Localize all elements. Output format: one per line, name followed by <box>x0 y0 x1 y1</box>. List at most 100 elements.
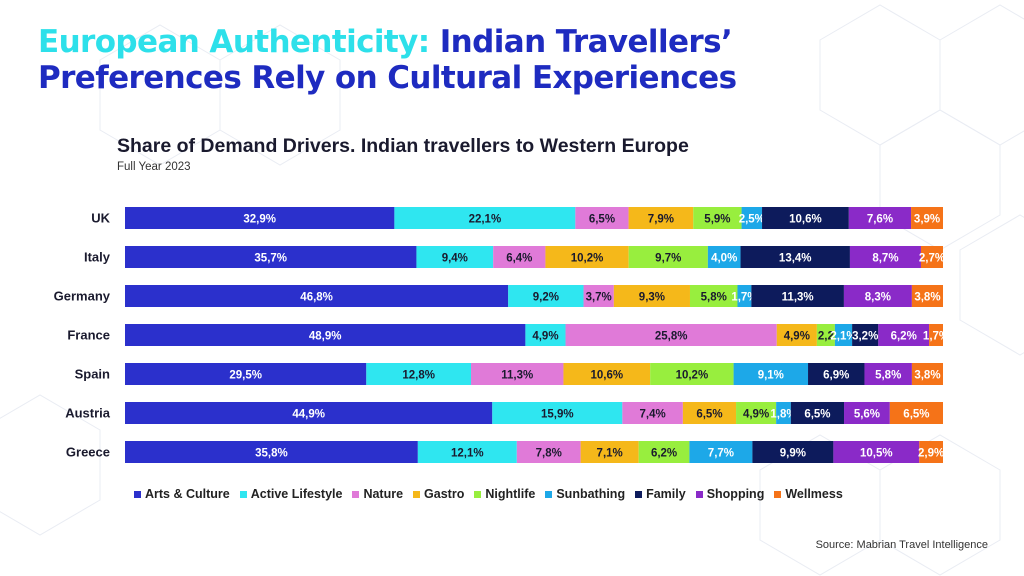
data-label-france-nature: 25,8% <box>655 331 688 343</box>
bar-italy-gastro <box>545 246 629 268</box>
data-label-spain-active-lifestyle: 12,8% <box>402 370 435 382</box>
bar-uk-nightlife <box>693 207 742 229</box>
data-label-italy-sunbathing: 4,0% <box>711 253 737 265</box>
data-label-austria-gastro: 6,5% <box>696 409 722 421</box>
legend-label-gastro: Gastro <box>424 487 465 501</box>
bar-spain-nature <box>471 363 564 385</box>
bar-uk-wellmess <box>911 207 943 229</box>
data-label-germany-nature: 3,7% <box>586 292 612 304</box>
data-label-austria-shopping: 5,6% <box>854 409 880 421</box>
bar-italy-nature <box>493 246 546 268</box>
headline: European Authenticity: Indian Travellers… <box>38 24 737 96</box>
data-label-italy-nightlife: 9,7% <box>655 253 681 265</box>
legend-swatch-arts-culture <box>134 490 141 498</box>
data-label-spain-sunbathing: 9,1% <box>758 370 784 382</box>
source-note: Source: Mabrian Travel Intelligence <box>815 539 988 551</box>
legend-item-nightlife: Nightlife <box>474 487 535 501</box>
bar-uk-active-lifestyle <box>394 207 576 229</box>
data-label-germany-nightlife: 5,8% <box>701 292 727 304</box>
bar-greece-nature <box>516 441 581 463</box>
legend-item-sunbathing: Sunbathing <box>545 487 625 501</box>
bar-spain-active-lifestyle <box>366 363 472 385</box>
bar-italy-arts-culture <box>125 246 417 268</box>
bar-france-family <box>852 324 879 346</box>
legend-swatch-gastro <box>413 490 421 498</box>
legend-label-shopping: Shopping <box>706 487 765 501</box>
bar-spain-gastro <box>563 363 651 385</box>
data-label-spain-gastro: 10,6% <box>590 370 623 382</box>
data-label-spain-wellmess: 3,8% <box>914 370 940 382</box>
bar-germany-shopping <box>843 285 912 307</box>
category-label-uk: UK <box>91 211 110 226</box>
bar-austria-shopping <box>844 402 890 424</box>
bar-germany-family <box>751 285 844 307</box>
bar-austria-sunbathing <box>776 402 791 424</box>
legend-swatch-active-lifestyle <box>239 490 247 498</box>
data-label-france-family: 3,2% <box>852 331 878 343</box>
data-label-italy-gastro: 10,2% <box>571 253 604 265</box>
chart-title: Share of Demand Drivers. Indian travelle… <box>117 135 689 157</box>
category-label-france: France <box>67 328 110 343</box>
bar-france-nightlife <box>816 324 835 346</box>
bar-greece-active-lifestyle <box>417 441 517 463</box>
data-label-uk-shopping: 7,6% <box>867 214 893 226</box>
category-label-italy: Italy <box>84 250 111 265</box>
legend-item-gastro: Gastro <box>413 487 464 501</box>
bar-germany-gastro <box>613 285 690 307</box>
bar-greece-nightlife <box>638 441 690 463</box>
data-label-greece-sunbathing: 7,7% <box>708 448 734 460</box>
data-label-germany-gastro: 9,3% <box>639 292 665 304</box>
bar-greece-sunbathing <box>689 441 753 463</box>
bar-germany-active-lifestyle <box>508 285 584 307</box>
legend-swatch-nightlife <box>474 490 482 498</box>
bar-france-nature <box>565 324 777 346</box>
category-label-spain: Spain <box>75 367 110 382</box>
bar-uk-family <box>762 207 849 229</box>
legend-swatch-sunbathing <box>545 490 553 498</box>
data-label-germany-active-lifestyle: 9,2% <box>533 292 559 304</box>
bar-italy-family <box>740 246 850 268</box>
legend-label-sunbathing: Sunbathing <box>556 487 626 501</box>
bar-austria-nightlife <box>736 402 777 424</box>
data-label-austria-active-lifestyle: 15,9% <box>541 409 574 421</box>
data-label-france-nightlife: 2,2 <box>818 331 834 343</box>
data-label-france-sunbathing: 2,1% <box>830 331 856 343</box>
bar-spain-arts-culture <box>125 363 367 385</box>
data-label-uk-active-lifestyle: 22,1% <box>469 214 502 226</box>
bar-austria-arts-culture <box>125 402 493 424</box>
bar-austria-active-lifestyle <box>492 402 623 424</box>
data-label-italy-arts-culture: 35,7% <box>254 253 287 265</box>
data-label-austria-wellmess: 6,5% <box>903 409 929 421</box>
legend-swatch-shopping <box>695 490 703 498</box>
data-label-germany-wellmess: 3,8% <box>914 292 940 304</box>
data-label-uk-sunbathing: 2,5% <box>739 214 765 226</box>
data-label-italy-nature: 6,4% <box>506 253 532 265</box>
legend-swatch-family <box>635 490 643 498</box>
data-label-uk-gastro: 7,9% <box>648 214 674 226</box>
data-label-spain-nature: 11,3% <box>501 370 533 382</box>
bar-greece-gastro <box>580 441 639 463</box>
bar-france-sunbathing <box>834 324 853 346</box>
data-label-greece-nightlife: 6,2% <box>651 448 677 460</box>
data-label-austria-nature: 7,4% <box>640 409 666 421</box>
legend-label-arts-culture: Arts & Culture <box>145 487 230 501</box>
bar-greece-family <box>752 441 834 463</box>
legend-item-nature: Nature <box>352 487 403 501</box>
legend-label-family: Family <box>646 487 686 501</box>
bar-greece-shopping <box>833 441 920 463</box>
bar-germany-arts-culture <box>125 285 509 307</box>
data-label-greece-nature: 7,8% <box>536 448 562 460</box>
bar-germany-wellmess <box>911 285 943 307</box>
legend-label-active-lifestyle: Active Lifestyle <box>250 487 343 501</box>
bar-germany-sunbathing <box>737 285 752 307</box>
bar-austria-gastro <box>682 402 737 424</box>
chart-subtitle: Full Year 2023 <box>117 161 191 173</box>
data-label-spain-arts-culture: 29,5% <box>229 370 262 382</box>
data-label-france-wellmess: 1,7% <box>923 331 949 343</box>
bar-spain-shopping <box>864 363 912 385</box>
data-label-austria-sunbathing: 1,8% <box>770 409 796 421</box>
bar-spain-sunbathing <box>733 363 809 385</box>
data-label-france-arts-culture: 48,9% <box>309 331 342 343</box>
bar-spain-family <box>808 363 865 385</box>
data-label-austria-nightlife: 4,9% <box>743 409 769 421</box>
